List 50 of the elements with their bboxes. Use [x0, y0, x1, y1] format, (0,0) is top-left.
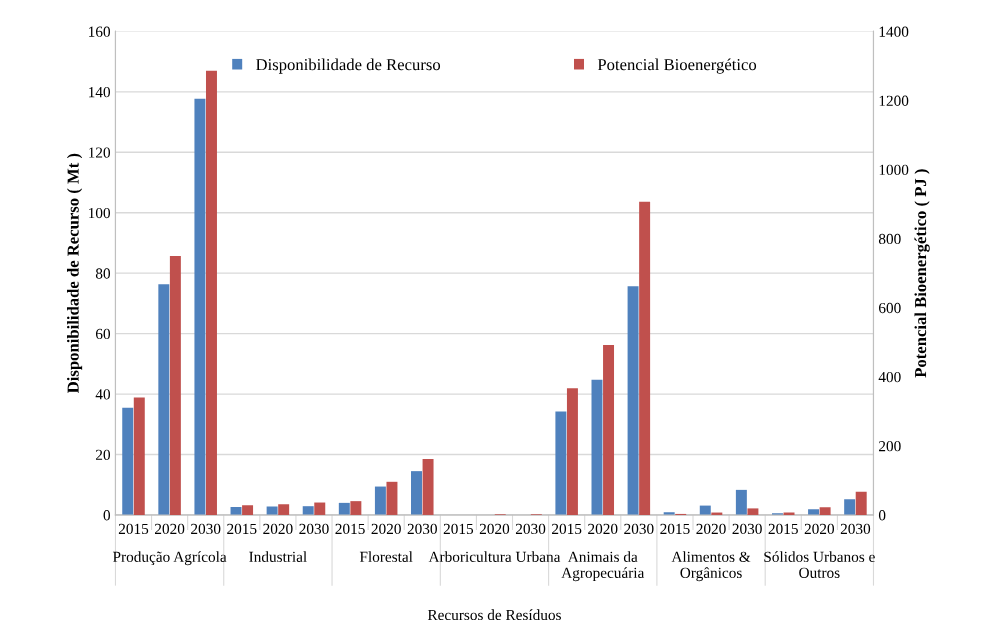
x-tick-label: 2020	[588, 523, 618, 535]
x-tick-label: 2030	[840, 523, 871, 535]
y-tick-label: 120	[89, 147, 111, 158]
x-tick-label: 2030	[732, 523, 762, 535]
text: Alimentos & Orgânicos	[671, 551, 751, 582]
y2-tick-label: 600	[879, 302, 901, 314]
x-tick-label: 2030	[299, 523, 329, 535]
x-tick-label: 2020	[155, 523, 185, 535]
text: Arboricultura Urbana	[428, 551, 561, 562]
text: Sólidos Urbanos e Outros	[764, 551, 875, 578]
y-tick-label: 0	[103, 510, 111, 521]
y-tick-label: 20	[95, 449, 111, 460]
x-tick-label: 2015	[118, 523, 149, 535]
y-tick-label: 160	[89, 26, 111, 37]
legend-label: Disponibilidade de Recurso	[256, 58, 441, 74]
x-tick-label: 2020	[696, 523, 726, 535]
y2-tick-label: 1200	[879, 95, 909, 106]
legend-label: Potencial Bioenergético	[597, 58, 757, 74]
x-tick-label: 2015	[552, 523, 582, 535]
text: Produção Agrícola	[112, 551, 227, 566]
y-tick-label: 140	[89, 86, 111, 98]
y-tick-label: 80	[95, 268, 111, 279]
x-tick-label: 2030	[407, 523, 437, 535]
x-tick-label: 2020	[479, 523, 510, 535]
text: Industrial	[249, 551, 307, 562]
x-tick-label: 2015	[335, 523, 365, 535]
y2-axis-title: Potencial Bioenergético ( PJ )	[914, 169, 930, 378]
text: Animais da Agropecuária	[561, 551, 645, 582]
y-tick-label: 40	[95, 389, 111, 400]
y2-tick-label: 1400	[879, 26, 909, 37]
y-tick-label: 100	[89, 207, 111, 219]
y2-tick-label: 400	[878, 371, 901, 383]
x-tick-label: 2015	[660, 523, 690, 535]
x-tick-label: 2015	[768, 523, 798, 535]
x-tick-label: 2020	[371, 523, 401, 535]
x-tick-label: 2030	[515, 523, 546, 535]
y-tick-label: 60	[95, 328, 111, 340]
x-tick-label: 2015	[227, 523, 257, 535]
x-tick-label: 2020	[804, 523, 835, 535]
x-tick-label: 2030	[624, 523, 654, 535]
y-axis-title: Disponibilidade de Recurso ( Mt )	[67, 153, 83, 394]
x-tick-label: 2020	[263, 523, 293, 535]
x-tick-label: 2030	[191, 523, 221, 535]
y2-tick-label: 200	[879, 441, 901, 452]
y2-tick-label: 1000	[879, 164, 909, 176]
text: Florestal	[359, 551, 413, 562]
y2-tick-label: 800	[878, 233, 901, 245]
y2-tick-label: 0	[878, 510, 886, 521]
x-tick-label: 2015	[443, 523, 474, 535]
x-axis-title: Recursos de Resíduos	[427, 609, 561, 621]
